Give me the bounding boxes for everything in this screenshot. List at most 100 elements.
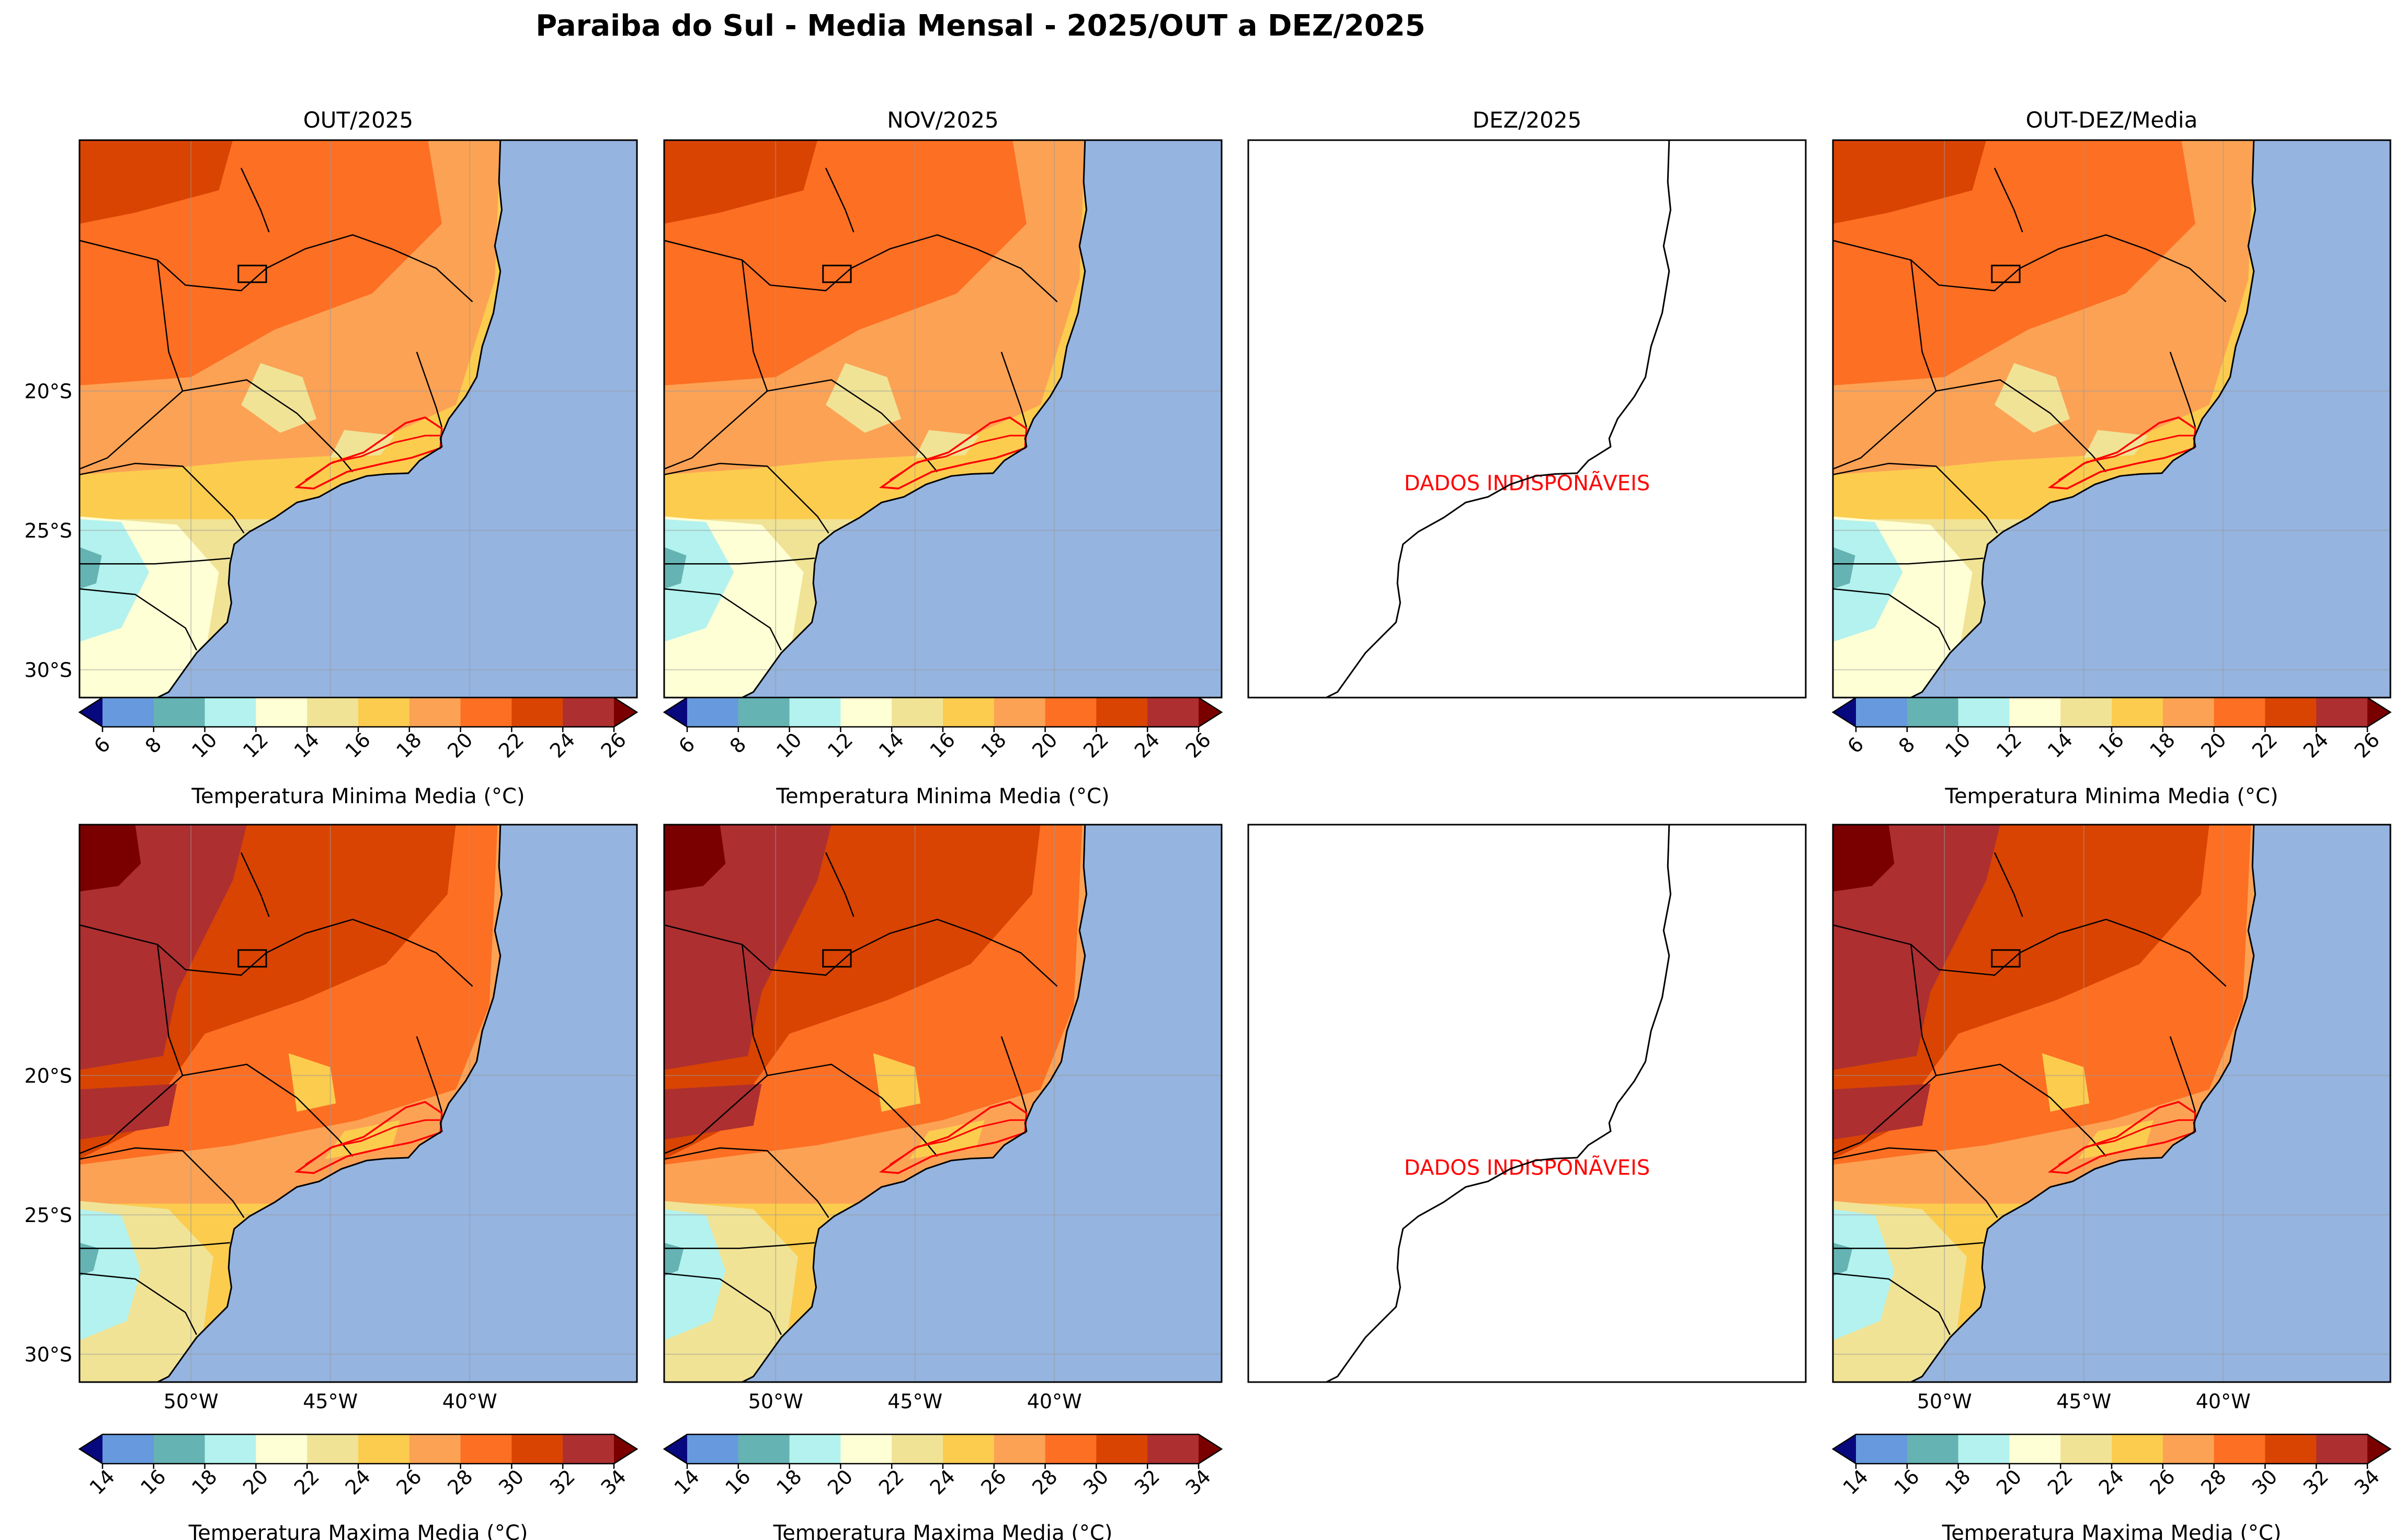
colorbar-tick-label: 6 [89,733,115,758]
lon-tick-label: 40°W [1027,1390,1082,1413]
colorbar-tick-label: 26 [597,728,631,762]
colorbar-tick-label: 24 [2094,1465,2128,1499]
colorbar-bin [2214,698,2265,727]
colorbar-tick-label: 26 [2350,728,2384,762]
lon-tick-label: 50°W [164,1390,219,1413]
colorbar-bin [307,1434,358,1464]
map-panel-minima-out: OUT/202520°S25°S30°S6 8 10 12 14 16 18 20 22 24 26… [25,107,637,808]
colorbar-bin [461,1434,512,1464]
colorbar-tick-label: 20 [238,1465,272,1499]
lat-tick-label: 30°S [25,659,72,682]
colorbar-tick-label: 12 [238,728,272,762]
colorbar-tick-label: 12 [823,728,857,762]
colorbar-tick-label: 10 [187,728,221,762]
colorbar-tick-label: 22 [1079,728,1113,762]
colorbar-bin [409,1434,461,1464]
colorbar-tick-label: 30 [2248,1465,2282,1499]
colorbar-bin [2009,1434,2060,1464]
colorbar-bin [943,1434,994,1464]
colorbar-under-extend [1833,1434,1856,1464]
colorbar-over-extend [1199,1434,1222,1464]
colorbar-tick-label: 18 [976,728,1010,762]
colorbar-bin [2265,1434,2316,1464]
colorbar-tick-label: 14 [290,728,324,762]
lon-tick-label: 45°W [887,1390,942,1413]
colorbar-bin [2060,1434,2112,1464]
colorbar-bin [563,1434,614,1464]
colorbar-tick-label: 16 [721,1465,755,1499]
lon-tick-label: 45°W [2056,1390,2111,1413]
colorbar-bin [154,1434,205,1464]
colorbar: 6 8 10 12 14 16 18 20 22 24 26 Temperatura Minima M… [1833,698,2390,808]
colorbar-tick-label: 18 [772,1465,806,1499]
column-title: DEZ/2025 [1473,107,1582,133]
colorbar-tick-label: 22 [2248,728,2282,762]
colorbar-bin [205,1434,256,1464]
colorbar-tick-label: 14 [874,728,908,762]
colorbar-bin [256,698,307,727]
colorbar-tick-label: 32 [1130,1465,1164,1499]
colorbar-tick-label: 6 [674,733,699,758]
column-title: OUT/2025 [303,107,414,133]
colorbar: 6 8 10 12 14 16 18 20 22 24 26 Temperatura Minima M… [664,698,1222,808]
colorbar-tick-label: 30 [1079,1465,1113,1499]
colorbar-tick-label: 26 [2145,1465,2179,1499]
colorbar-tick-label: 24 [926,1465,960,1499]
colorbar-tick-label: 18 [392,728,426,762]
colorbar-bin [790,1434,841,1464]
colorbar-bin [2214,1434,2265,1464]
figure: Paraiba do Sul - Media Mensal - 2025/OUT… [0,0,2404,1540]
colorbar-tick-label: 18 [1941,1465,1975,1499]
no-data-label: DADOS INDISPONÃVEIS [1404,1155,1650,1180]
lat-tick-label: 20°S [25,380,72,403]
colorbar-tick-label: 26 [1181,728,1215,762]
map-panel-minima-media: OUT-DEZ/Media 6 8 10 12 14 16 18 20 22 24 26 Tempera… [1833,107,2390,808]
lon-tick-label: 50°W [1917,1390,1972,1413]
column-title: OUT-DEZ/Media [2026,107,2198,133]
colorbar-tick-label: 26 [976,1465,1010,1499]
colorbar-tick-label: 12 [1992,728,2026,762]
colorbar-bin [205,698,256,727]
colorbar-tick-label: 14 [85,1465,119,1499]
column-title: NOV/2025 [887,107,999,133]
colorbar-label: Temperatura Maxima Media (°C) [188,1521,528,1540]
colorbar-label: Temperatura Maxima Media (°C) [1942,1521,2282,1540]
lon-tick-label: 50°W [748,1390,803,1413]
colorbar-tick-label: 14 [670,1465,704,1499]
map-panel-minima-nov: NOV/20256 8 10 12 14 16 18 20 22 24 26Temperatura … [664,107,1222,808]
colorbar-bin [1045,1434,1097,1464]
colorbar-bin [2009,698,2060,727]
colorbar-bin [892,1434,943,1464]
map-panel-maxima-out: 20°S25°S30°S50°W 45°W 40°W14 16 18 20 22 24 26 28… [25,825,637,1540]
colorbar-tick-label: 18 [2145,728,2179,762]
colorbar-tick-label: 32 [2299,1465,2333,1499]
colorbar-bin [409,698,461,727]
colorbar-tick-label: 22 [494,728,528,762]
colorbar-tick-label: 34 [597,1465,631,1499]
colorbar-label: Temperatura Maxima Media (°C) [773,1521,1113,1540]
colorbar-bin [1147,698,1199,727]
colorbar-bin [943,698,994,727]
colorbar-tick-label: 24 [2299,728,2333,762]
colorbar-bin [2265,698,2316,727]
figure-title: Paraiba do Sul - Media Mensal - 2025/OUT… [536,9,1425,43]
colorbar-bin [307,698,358,727]
colorbar-bin [1096,698,1147,727]
colorbar-bin [1045,698,1097,727]
colorbar-bin [1147,1434,1199,1464]
colorbar-tick-label: 16 [926,728,960,762]
lon-tick-label: 45°W [303,1390,358,1413]
colorbar-label: Temperatura Minima Media (°C) [776,784,1109,808]
lat-tick-label: 30°S [25,1343,72,1366]
colorbar: 14 16 18 20 22 24 26 28 30 32 34Temperatura Maxima… [1833,1434,2390,1540]
colorbar-bin [994,1434,1045,1464]
colorbar-label: Temperatura Minima Media (°C) [1944,784,2278,808]
map-panel-maxima-media: 50°W 45°W 40°W14 16 18 20 22 24 26 28 30 32 34Temper… [1833,825,2390,1540]
colorbar-tick-label: 32 [545,1465,579,1499]
colorbar-bin [154,698,205,727]
map-area [664,140,1222,698]
map-panel-maxima-dez: DADOS INDISPONÃVEIS [1248,825,1806,1382]
colorbar-tick-label: 10 [772,728,806,762]
colorbar-under-extend [664,698,687,727]
lat-tick-label: 25°S [25,519,72,542]
